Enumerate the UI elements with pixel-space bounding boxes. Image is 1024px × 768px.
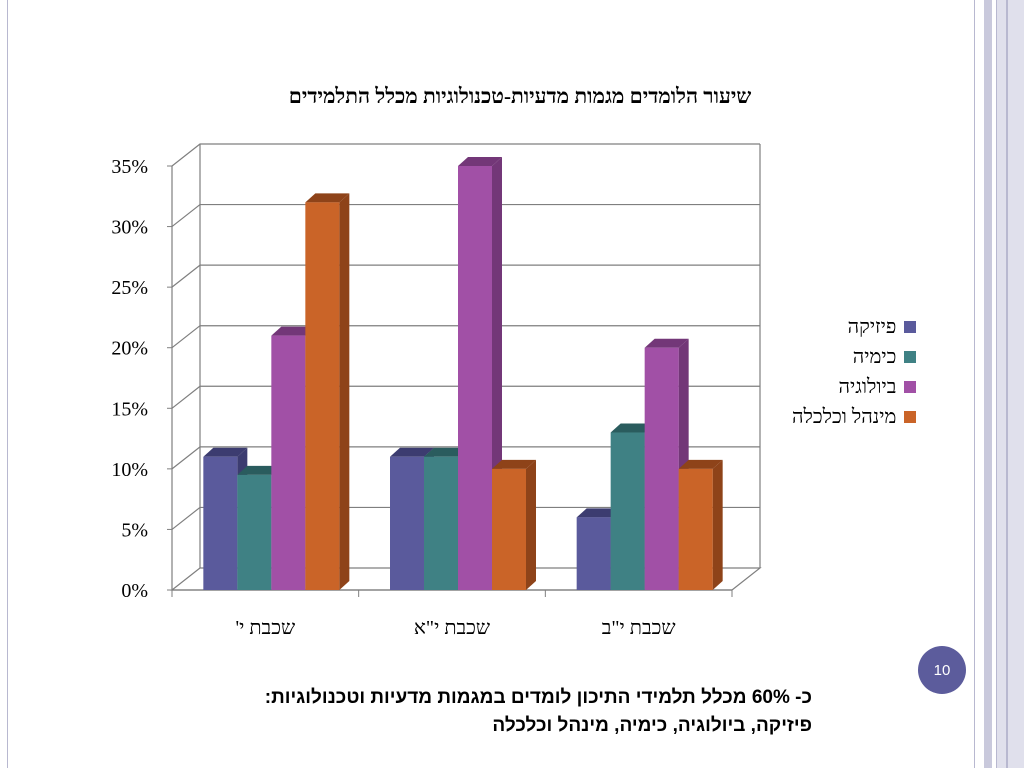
legend-swatch (904, 321, 917, 333)
bar-top (237, 465, 282, 475)
x-tick-label: שכבת י' (236, 617, 296, 639)
legend-item-chemistry: כימיה (792, 344, 917, 370)
bar-top (576, 508, 621, 518)
slide-frame-left (0, 0, 8, 768)
slide-frame-right-stripe (1006, 0, 1008, 768)
bar-top (203, 447, 248, 457)
y-tick-label: 30% (111, 217, 148, 239)
bar-top (458, 157, 502, 166)
y-tick-label: 15% (111, 398, 148, 420)
legend-item-physics: פיזיקה (792, 314, 917, 340)
page-number-badge: 10 (918, 646, 966, 694)
gridline (171, 385, 760, 409)
bar (678, 468, 713, 590)
legend-label: פיזיקה (847, 315, 897, 338)
bar (644, 347, 679, 590)
chart-legend: פיזיקה כימיה ביולוגיה מינהל וכלכלה (792, 314, 917, 434)
y-tick-label: 5% (121, 519, 148, 541)
bar-top (390, 447, 434, 457)
slide-frame-right-band (984, 0, 992, 768)
legend-swatch (904, 411, 917, 423)
slide-frame-right-line (974, 0, 975, 768)
bar-top (271, 326, 316, 336)
bar (576, 517, 611, 590)
chart-title: שיעור הלומדים מגמות מדעיות-טכנולוגיות מכ… (288, 84, 752, 108)
gridline (171, 203, 760, 228)
bar (271, 335, 306, 590)
legend-label: כימיה (852, 345, 897, 368)
bar-top (644, 338, 689, 348)
bar (458, 166, 492, 590)
y-tick-label: 0% (121, 580, 148, 602)
y-tick-label: 35% (111, 156, 148, 178)
y-tick-label: 20% (111, 338, 148, 360)
slide-frame-right-edge (996, 0, 1024, 768)
bar (610, 432, 645, 590)
x-tick-label: שכבת י"ב (602, 617, 676, 639)
bar (492, 468, 526, 590)
bar-top (492, 459, 536, 469)
bar-top (424, 447, 468, 457)
gridline (171, 446, 760, 470)
x-tick-label: שכבת י"א (414, 617, 490, 639)
bar-top (610, 423, 655, 433)
footnote-line-2: פיזיקה, ביולוגיה, כימיה, מינהל וכלכלה (492, 715, 812, 736)
legend-label: ביולוגיה (838, 375, 897, 398)
legend-swatch (904, 351, 917, 363)
footnote-line-1: כ- 60% מכלל תלמידי התיכון לומדים במגמות … (264, 687, 812, 708)
bar (237, 474, 272, 590)
bar (203, 456, 238, 590)
gridline (171, 325, 760, 349)
legend-item-economics: מינהל וכלכלה (792, 404, 917, 430)
bar (390, 456, 424, 590)
legend-label: מינהל וכלכלה (792, 405, 897, 428)
bar-top (678, 459, 723, 469)
gridline (171, 143, 760, 167)
bar-side (339, 193, 350, 591)
legend-item-biology: ביולוגיה (792, 374, 917, 400)
gridline (171, 264, 760, 288)
y-tick-label: 25% (111, 277, 148, 299)
bar (305, 202, 340, 591)
bar-top (305, 193, 350, 203)
gridline (171, 506, 760, 530)
slide-footnote: כ- 60% מכלל תלמידי התיכון לומדים במגמות … (100, 684, 812, 740)
bar (424, 456, 458, 590)
y-tick-label: 10% (111, 459, 148, 481)
bar-side (526, 459, 536, 590)
legend-swatch (904, 381, 917, 393)
bar-side (712, 459, 723, 590)
